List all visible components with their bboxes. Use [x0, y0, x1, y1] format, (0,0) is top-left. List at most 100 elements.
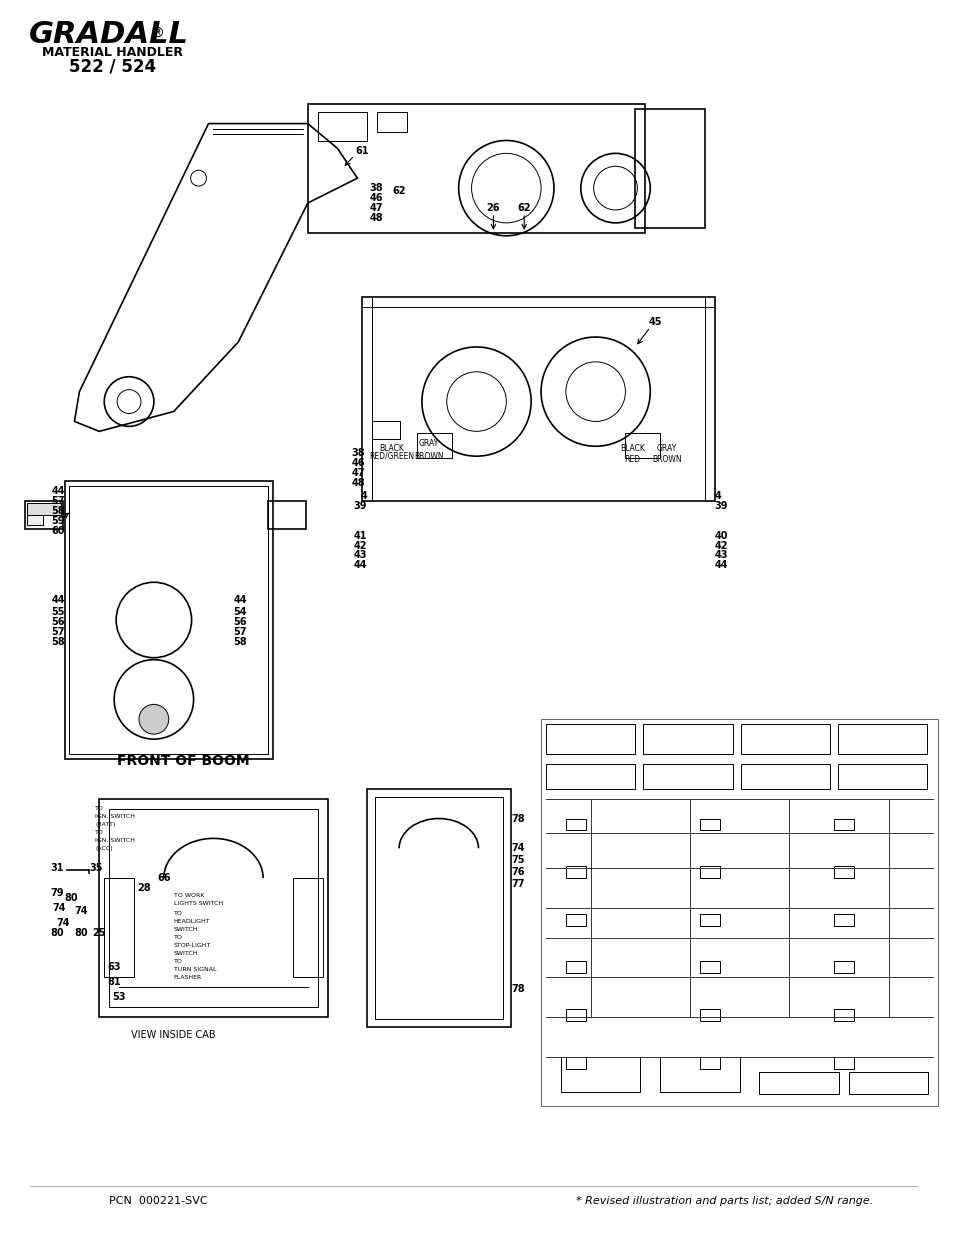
- Bar: [740, 764, 829, 789]
- Bar: [540, 719, 937, 1107]
- Text: 80: 80: [51, 927, 64, 937]
- Bar: [635, 109, 704, 227]
- Text: 57: 57: [51, 495, 65, 506]
- Text: 46: 46: [369, 193, 382, 203]
- Text: 46: 46: [352, 458, 365, 468]
- Bar: [565, 819, 585, 830]
- Bar: [27, 515, 43, 525]
- Text: 48: 48: [369, 212, 382, 222]
- Text: VIEW INSIDE CAB: VIEW INSIDE CAB: [132, 1030, 215, 1040]
- Text: 74: 74: [52, 903, 67, 913]
- Text: 56: 56: [233, 618, 247, 627]
- Text: 38: 38: [369, 183, 382, 193]
- Bar: [833, 866, 853, 878]
- Text: 58: 58: [51, 506, 65, 516]
- Bar: [565, 1057, 585, 1068]
- Text: 78: 78: [511, 814, 524, 824]
- Bar: [659, 1057, 739, 1092]
- Text: 81: 81: [108, 977, 121, 987]
- Text: 44: 44: [51, 595, 65, 605]
- Bar: [833, 1057, 853, 1068]
- Text: FRONT OF BOOM: FRONT OF BOOM: [117, 753, 250, 768]
- Bar: [109, 809, 317, 1008]
- Bar: [848, 1072, 927, 1093]
- Bar: [833, 914, 853, 926]
- Bar: [565, 962, 585, 973]
- Text: 58: 58: [51, 637, 65, 647]
- Text: 28: 28: [137, 883, 151, 893]
- Bar: [837, 764, 926, 789]
- Bar: [833, 962, 853, 973]
- Text: BROWN: BROWN: [652, 454, 681, 463]
- Bar: [293, 878, 322, 977]
- Text: 76: 76: [511, 867, 524, 877]
- Text: 43: 43: [714, 551, 727, 561]
- Text: TO: TO: [173, 960, 182, 965]
- Text: 44: 44: [714, 561, 727, 571]
- Text: 62: 62: [517, 203, 531, 212]
- Text: BROWN: BROWN: [414, 452, 443, 461]
- Text: 60: 60: [51, 526, 65, 536]
- Circle shape: [139, 704, 169, 734]
- Bar: [545, 724, 635, 755]
- Bar: [700, 962, 719, 973]
- Bar: [27, 503, 60, 515]
- Bar: [837, 724, 926, 755]
- Text: 78: 78: [511, 984, 524, 994]
- Text: MATERIAL HANDLER: MATERIAL HANDLER: [42, 46, 182, 58]
- Bar: [700, 914, 719, 926]
- Text: GRAY: GRAY: [657, 443, 677, 453]
- Text: 80: 80: [65, 893, 78, 903]
- Text: 35: 35: [90, 863, 103, 873]
- Bar: [104, 878, 133, 977]
- Text: 38: 38: [352, 448, 365, 458]
- Text: 74: 74: [57, 918, 71, 927]
- Text: TO: TO: [95, 830, 104, 835]
- Text: (BATT): (BATT): [95, 823, 115, 827]
- Text: GRAY: GRAY: [418, 438, 438, 448]
- Bar: [642, 724, 732, 755]
- Text: ®: ®: [150, 27, 164, 41]
- Text: 56: 56: [51, 618, 65, 627]
- Text: 53: 53: [112, 992, 126, 1003]
- Text: 59: 59: [51, 516, 65, 526]
- Bar: [565, 1009, 585, 1021]
- Text: 4: 4: [714, 490, 720, 501]
- Text: BLACK: BLACK: [379, 443, 404, 453]
- Text: IGN. SWITCH: IGN. SWITCH: [95, 814, 135, 819]
- Bar: [565, 866, 585, 878]
- Text: HEADLIGHT: HEADLIGHT: [173, 919, 211, 924]
- Bar: [625, 433, 659, 458]
- Bar: [372, 421, 399, 440]
- Bar: [375, 797, 503, 1019]
- Text: IGN. SWITCH: IGN. SWITCH: [95, 837, 135, 842]
- Text: 61: 61: [355, 147, 369, 157]
- Bar: [642, 764, 732, 789]
- Bar: [25, 501, 63, 529]
- Bar: [268, 501, 306, 529]
- Bar: [759, 1072, 838, 1093]
- Bar: [362, 298, 714, 501]
- Text: TO: TO: [173, 935, 182, 940]
- Text: 75: 75: [511, 855, 524, 866]
- Bar: [545, 764, 635, 789]
- Text: TO: TO: [95, 806, 104, 811]
- Text: TURN SIGNAL: TURN SIGNAL: [173, 967, 216, 972]
- Text: TO WORK: TO WORK: [173, 893, 204, 899]
- Text: 54: 54: [233, 608, 247, 618]
- Bar: [416, 433, 451, 458]
- Text: 66: 66: [157, 873, 171, 883]
- Text: 44: 44: [354, 561, 367, 571]
- Text: 77: 77: [511, 879, 524, 889]
- Text: 43: 43: [354, 551, 367, 561]
- Text: * Revised illustration and parts list; added S/N range.: * Revised illustration and parts list; a…: [576, 1195, 872, 1205]
- Bar: [700, 1057, 719, 1068]
- Text: FLASHER: FLASHER: [173, 974, 202, 979]
- Text: SWITCH: SWITCH: [173, 927, 198, 932]
- Text: 40: 40: [714, 531, 727, 541]
- Text: 522 / 524: 522 / 524: [69, 57, 155, 75]
- Text: (ACC): (ACC): [95, 846, 112, 851]
- Text: 31: 31: [51, 863, 64, 873]
- Bar: [700, 866, 719, 878]
- Text: 44: 44: [51, 485, 65, 496]
